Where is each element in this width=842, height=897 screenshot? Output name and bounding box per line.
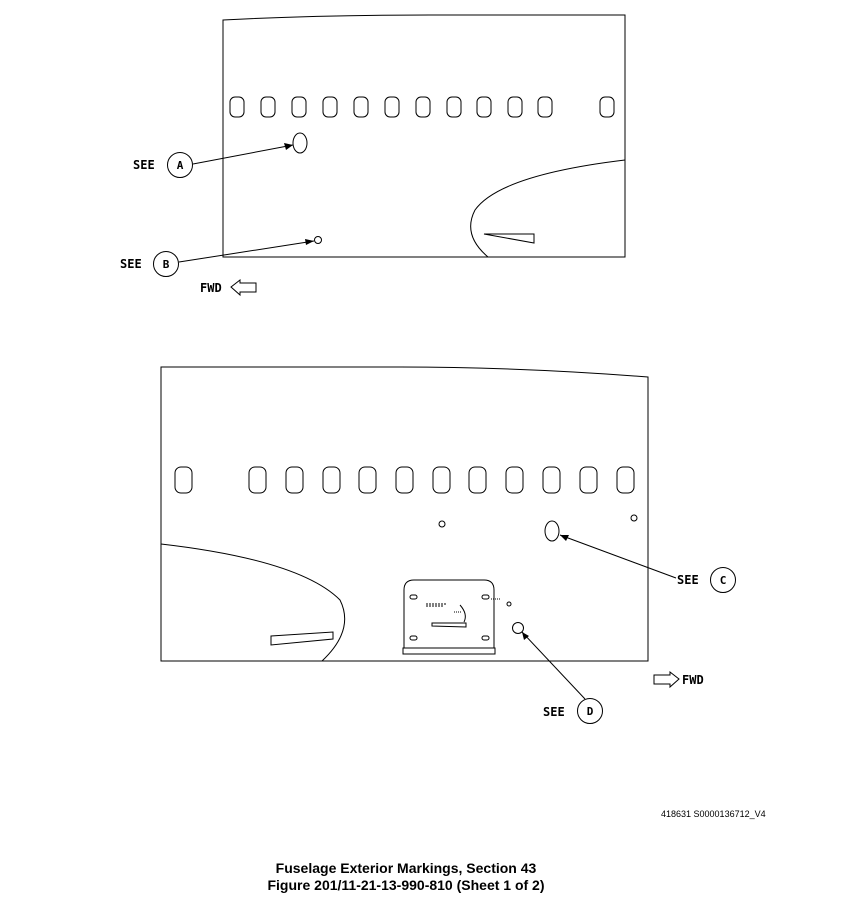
window	[468, 466, 487, 494]
access-door-panel	[402, 579, 500, 655]
marking-a-oval	[292, 132, 308, 154]
wing-fairing-line	[160, 543, 346, 662]
small-hole	[438, 520, 446, 528]
wing-fairing-line	[470, 159, 626, 258]
window	[384, 96, 400, 118]
callout-a-see-label: SEE	[133, 158, 155, 172]
window	[285, 466, 304, 494]
top-window-row	[229, 96, 615, 118]
callout-c-see-label: SEE	[677, 573, 699, 587]
window	[507, 96, 523, 118]
window	[537, 96, 553, 118]
callout-a	[167, 144, 294, 178]
window	[291, 96, 307, 118]
figure-title: Fuselage Exterior Markings, Section 43	[275, 860, 537, 876]
fwd-arrow-right-icon	[653, 670, 680, 689]
window	[579, 466, 598, 494]
callout-d-letter: D	[587, 705, 594, 718]
callout-c	[559, 534, 736, 593]
callout-c-bubble	[710, 567, 736, 593]
small-hole	[506, 601, 512, 607]
window	[505, 466, 524, 494]
small-hole	[630, 514, 638, 522]
marking-c-oval	[544, 520, 560, 542]
callout-d-see-label: SEE	[543, 705, 565, 719]
fwd-label-top: FWD	[200, 281, 222, 295]
callout-d-bubble	[577, 698, 603, 724]
window	[322, 466, 341, 494]
callout-b-see-label: SEE	[120, 257, 142, 271]
fwd-label-bottom: FWD	[682, 673, 704, 687]
bottom-window-row	[174, 466, 635, 494]
figure-number: Figure 201/11-21-13-990-810 (Sheet 1 of …	[267, 877, 545, 893]
wedge-marking	[270, 631, 334, 646]
window	[229, 96, 245, 118]
callout-b-letter: B	[163, 258, 170, 271]
window	[358, 466, 377, 494]
fwd-arrow-left-icon	[230, 278, 257, 297]
marking-b-circle	[314, 236, 322, 244]
leader-arrowhead	[305, 239, 314, 245]
callout-b-bubble	[153, 251, 179, 277]
document-number: 418631 S0000136712_V4	[661, 809, 766, 819]
window	[599, 96, 615, 118]
window	[395, 466, 414, 494]
window	[353, 96, 369, 118]
window	[616, 466, 635, 494]
window	[174, 466, 193, 494]
top-fuselage-panel	[222, 14, 626, 258]
window	[432, 466, 451, 494]
window	[446, 96, 462, 118]
wedge-marking	[483, 233, 535, 244]
window	[260, 96, 276, 118]
window	[248, 466, 267, 494]
leader-arrowhead	[284, 143, 293, 150]
leader-arrowhead	[522, 632, 529, 640]
window	[415, 96, 431, 118]
bottom-fuselage-panel	[160, 366, 649, 662]
callout-b	[153, 240, 315, 277]
callout-d	[521, 631, 603, 724]
callout-a-bubble	[167, 152, 193, 178]
callout-c-letter: C	[720, 574, 727, 587]
leader-arrowhead	[560, 535, 569, 541]
window	[476, 96, 492, 118]
window	[322, 96, 338, 118]
callout-a-letter: A	[177, 159, 184, 172]
window	[542, 466, 561, 494]
marking-d-circle	[512, 622, 524, 634]
